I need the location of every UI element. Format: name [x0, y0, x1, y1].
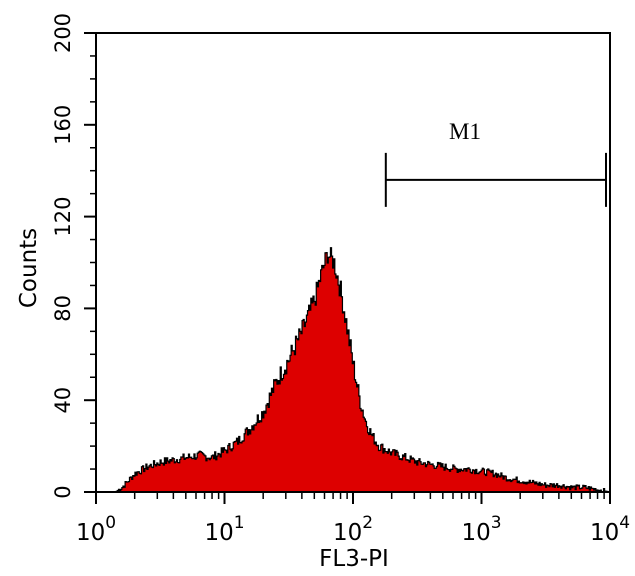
y-tick-label: 40: [51, 387, 75, 414]
x-tick-label: 103: [461, 513, 501, 546]
y-tick-label: 200: [51, 13, 75, 53]
y-axis-label: Counts: [16, 228, 42, 308]
x-tick-label: 100: [76, 513, 116, 546]
y-tick-label: 0: [51, 485, 75, 498]
x-axis-label: FL3-PI: [319, 546, 389, 572]
y-tick-label: 160: [51, 105, 75, 145]
x-tick-label: 101: [204, 513, 244, 546]
y-tick-label: 120: [51, 197, 75, 237]
y-tick-label: 80: [51, 295, 75, 322]
marker-m1-label: M1: [449, 119, 481, 144]
x-tick-label: 102: [333, 513, 373, 546]
histogram-fill: [115, 247, 611, 493]
x-tick-label: 104: [590, 513, 630, 546]
y-axis-title: Counts: [16, 228, 42, 308]
